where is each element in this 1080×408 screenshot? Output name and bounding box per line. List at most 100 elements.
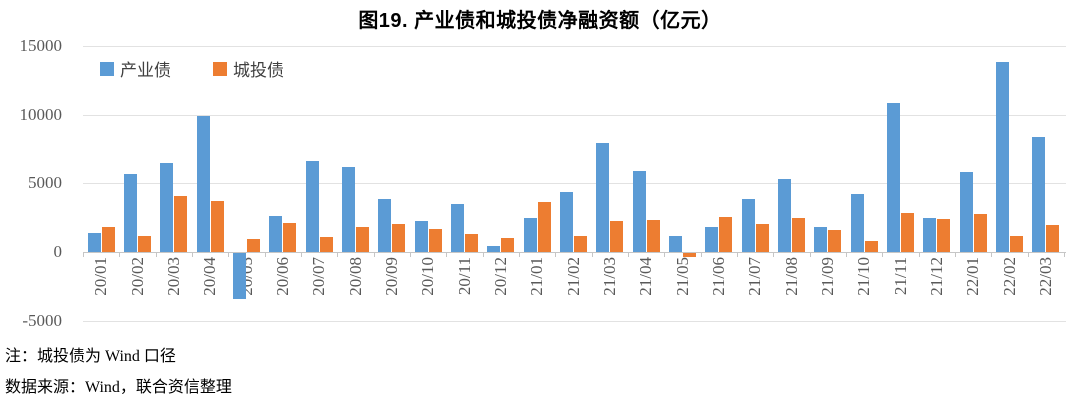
gridline — [83, 45, 1066, 47]
axis-tick — [519, 252, 520, 258]
x-tick-label: 22/03 — [1035, 257, 1055, 296]
industrial-bond-bar — [305, 161, 319, 253]
axis-tick — [773, 252, 775, 258]
industrial-bond-bar — [632, 170, 646, 253]
y-tick-label: 10000 — [19, 104, 63, 124]
x-tick-label: 20/07 — [309, 257, 329, 296]
urban-investment-bond-bar — [574, 236, 587, 253]
industrial-bond-bar — [378, 198, 392, 253]
axis-tick — [846, 252, 847, 258]
axis-tick — [410, 252, 411, 258]
industrial-bond-bar — [560, 192, 573, 253]
x-tick-label: 20/10 — [418, 257, 438, 296]
industrial-bond-bar — [414, 221, 428, 253]
industrial-bond-bar — [850, 194, 864, 253]
industrial-bond-bar — [814, 227, 828, 253]
legend-item-urban-investment-bond: 城投债 — [213, 56, 284, 81]
x-tick-label: 21/10 — [854, 257, 874, 296]
industrial-bond-bar — [269, 215, 283, 253]
urban-investment-bond-bar — [101, 226, 115, 253]
axis-tick — [628, 252, 629, 258]
x-tick-label: 21/09 — [817, 257, 837, 296]
urban-investment-bond-bar — [828, 230, 842, 253]
x-tick-label: 20/01 — [91, 257, 111, 296]
industrial-bond-bar — [1032, 136, 1046, 253]
urban-investment-bond-bar — [901, 213, 914, 253]
urban-investment-bond-bar — [210, 200, 224, 253]
x-tick-label: 20/04 — [200, 257, 220, 296]
urban-investment-bond-bar — [973, 213, 987, 253]
industrial-bond-bar — [959, 171, 973, 253]
urban-investment-bond-bar — [392, 224, 406, 253]
x-tick-label: 21/11 — [890, 257, 910, 296]
urban-investment-bond-bar — [465, 234, 478, 253]
x-tick-label: 21/02 — [563, 257, 583, 296]
x-tick-label: 21/12 — [926, 257, 946, 296]
urban-investment-bond-bar — [937, 218, 951, 253]
axis-tick — [83, 252, 84, 258]
axis-tick — [228, 252, 230, 258]
x-tick-label: 21/01 — [527, 257, 547, 296]
axis-tick — [591, 252, 593, 258]
industrial-bond-bar — [887, 103, 900, 253]
x-tick-label: 20/08 — [345, 257, 365, 296]
x-tick-label: 20/06 — [272, 257, 292, 296]
urban-investment-bond-legend-swatch — [213, 61, 227, 76]
axis-tick — [264, 252, 266, 258]
x-tick-label: 21/08 — [781, 257, 801, 296]
x-tick-label: 21/03 — [599, 257, 619, 296]
urban-investment-bond-bar — [319, 237, 333, 253]
axis-tick — [446, 252, 448, 258]
industrial-bond-bar — [596, 143, 610, 253]
industrial-bond-bar — [160, 163, 174, 253]
chart-title: 图19. 产业债和城投债净融资额（亿元） — [358, 10, 722, 32]
urban-investment-bond-bar — [501, 237, 515, 253]
x-tick-label: 20/11 — [454, 257, 474, 296]
x-tick-label: 20/12 — [490, 257, 510, 296]
x-tick-label: 20/03 — [163, 257, 183, 296]
x-tick-label: 21/07 — [745, 257, 765, 296]
gridline — [83, 183, 1066, 185]
footnote-caliber: 注：城投债为 Wind 口径 — [5, 348, 176, 365]
axis-tick — [1027, 252, 1029, 258]
x-tick-label: 22/02 — [999, 257, 1019, 296]
industrial-bond-bar — [87, 233, 101, 253]
industrial-bond-bar — [705, 226, 719, 253]
axis-tick — [155, 252, 157, 258]
industrial-bond-bar — [196, 115, 210, 253]
axis-tick — [737, 252, 738, 258]
industrial-bond-legend-swatch — [100, 61, 114, 76]
axis-tick — [664, 252, 666, 258]
urban-investment-bond-bar — [1010, 236, 1023, 253]
chart-legend: 产业债 城投债 — [100, 56, 284, 81]
urban-investment-bond-bar — [1046, 224, 1060, 253]
footnote-source: 数据来源：Wind，联合资信整理 — [5, 379, 232, 396]
urban-investment-bond-bar — [792, 217, 805, 253]
x-tick-label: 20/02 — [127, 257, 147, 296]
axis-tick — [955, 252, 956, 258]
urban-investment-bond-bar — [537, 202, 551, 253]
axis-tick — [918, 252, 920, 258]
urban-investment-bond-bar — [683, 253, 696, 258]
gridline — [83, 321, 1066, 323]
gridline — [83, 114, 1066, 116]
urban-investment-bond-bar — [755, 224, 769, 253]
x-tick-label: 21/04 — [636, 257, 656, 296]
axis-tick — [700, 252, 702, 258]
urban-investment-bond-bar — [610, 220, 624, 253]
industrial-bond-bar — [487, 246, 501, 253]
urban-investment-bond-bar — [356, 226, 369, 253]
y-tick-label: -5000 — [22, 311, 62, 331]
industrial-bond-legend-label: 产业债 — [120, 61, 171, 80]
axis-tick — [1064, 252, 1065, 258]
urban-investment-bond-bar — [428, 228, 442, 253]
legend-item-industrial-bond: 产业债 — [100, 56, 171, 81]
industrial-bond-bar — [923, 217, 937, 253]
axis-tick — [555, 252, 557, 258]
x-axis-line — [83, 252, 1066, 254]
y-tick-label: 15000 — [19, 35, 63, 55]
urban-investment-bond-legend-label: 城投债 — [233, 61, 284, 80]
axis-tick — [337, 252, 339, 258]
urban-investment-bond-bar — [174, 195, 188, 253]
